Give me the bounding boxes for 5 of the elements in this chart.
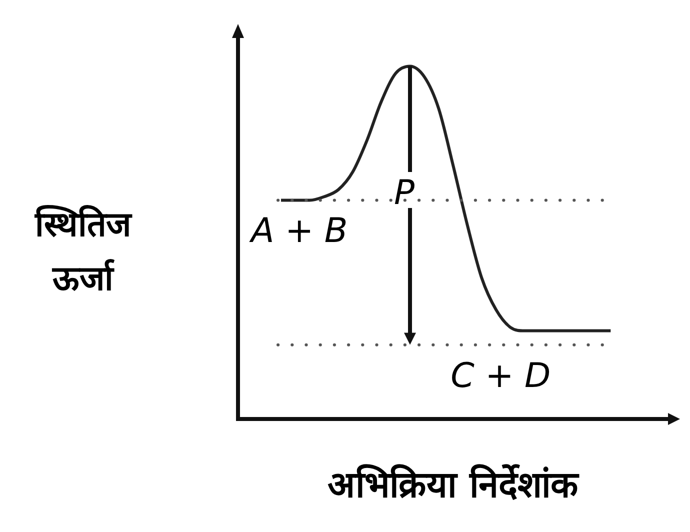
x-axis-title: अभिक्रिया निर्देशांक bbox=[326, 463, 580, 508]
y-axis-title: स्थितिज ऊर्जा bbox=[34, 204, 134, 302]
annotation: A + B bbox=[251, 211, 348, 252]
annotation: C + D bbox=[450, 356, 551, 396]
annotation: P bbox=[394, 173, 415, 214]
